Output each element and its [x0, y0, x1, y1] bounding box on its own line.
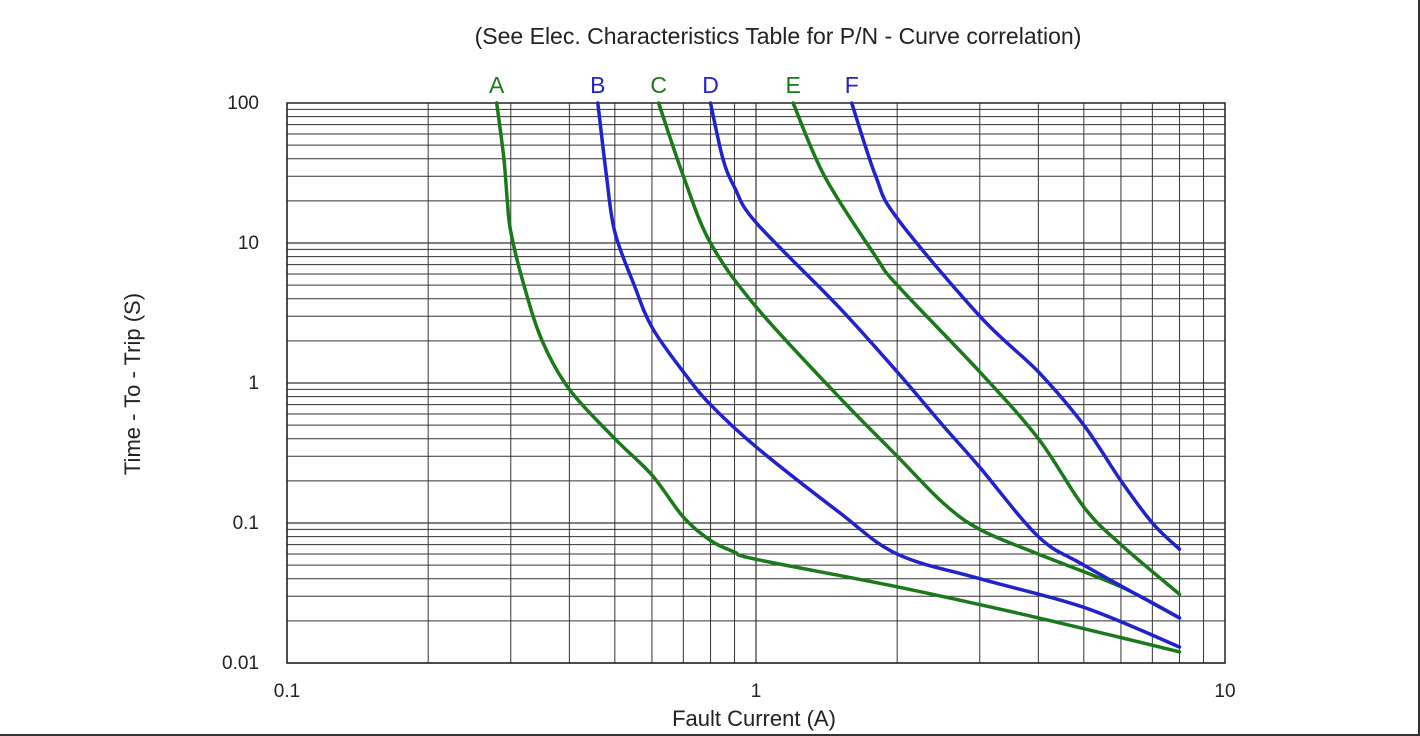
x-tick-label: 0.1: [274, 681, 300, 702]
y-axis-label: Time - To - Trip (S): [120, 293, 145, 475]
series-line-a: [494, 101, 1182, 654]
plot-border: [286, 102, 1226, 664]
series-line-e: [791, 101, 1182, 596]
y-tick-label: 0.1: [233, 513, 259, 534]
series-layer: [494, 101, 1182, 654]
y-tick-label: 0.01: [222, 653, 259, 674]
curve-labels: A B C D E F: [489, 72, 859, 98]
curve-label-d: D: [702, 72, 719, 98]
series-line-c: [656, 101, 1182, 620]
curve-label-f: F: [845, 72, 859, 98]
series-line-b: [596, 101, 1182, 649]
curve-label-b: B: [590, 72, 605, 98]
curve-label-c: C: [650, 72, 667, 98]
y-tick-label: 10: [238, 233, 259, 254]
x-tick-label: 10: [1214, 681, 1235, 702]
series-line-d: [708, 101, 1182, 620]
y-tick-label: 100: [227, 93, 259, 114]
x-axis-label: Fault Current (A): [672, 706, 836, 731]
chart-title: (See Elec. Characteristics Table for P/N…: [475, 23, 1082, 49]
series-line-f: [849, 101, 1182, 551]
y-tick-label: 1: [248, 373, 259, 394]
tick-labels: 0.1 1 10 0.01 0.1 1 10 100: [222, 93, 1236, 702]
x-tick-label: 1: [751, 681, 762, 702]
curve-label-a: A: [489, 72, 505, 98]
grid: [286, 102, 1226, 664]
curve-label-e: E: [785, 72, 800, 98]
